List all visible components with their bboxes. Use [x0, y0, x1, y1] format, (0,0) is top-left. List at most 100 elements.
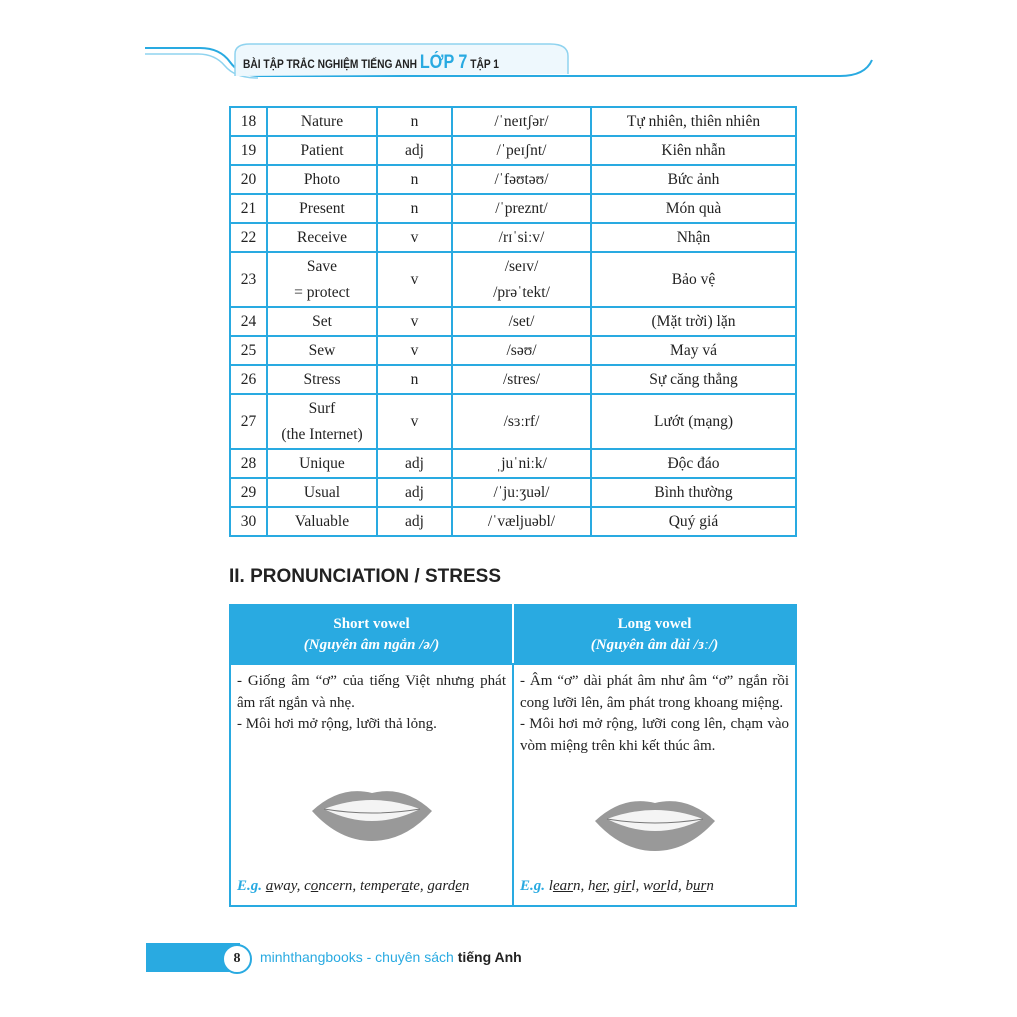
- cell-meaning: Món quà: [590, 193, 797, 224]
- description-line: - Môi hơi mở rộng, lưỡi cong lên, chạm v…: [520, 716, 789, 754]
- short-vowel-cell: - Giống âm “ơ” của tiếng Việt nhưng phát…: [229, 663, 514, 907]
- cell-meaning: Tự nhiên, thiên nhiên: [590, 106, 797, 137]
- cell-no: 20: [229, 164, 268, 195]
- header-ribbon: [145, 43, 873, 79]
- cell-meaning: Kiên nhẫn: [590, 135, 797, 166]
- cell-meaning: Nhận: [590, 222, 797, 253]
- cell-pos: adj: [376, 477, 453, 508]
- cell-pos: v: [376, 251, 453, 308]
- lips-image: [311, 791, 432, 841]
- cell-meaning: Sự căng thẳng: [590, 364, 797, 395]
- example-word-part: temper: [359, 877, 402, 894]
- example-word-part: way,: [273, 877, 305, 894]
- cell-meaning: May vá: [590, 335, 797, 366]
- cell-no: 18: [229, 106, 268, 137]
- description-line: - Âm “ơ” dài phát âm như âm “ơ” ngắn rồi…: [520, 673, 789, 711]
- cell-word: Set: [266, 306, 378, 337]
- cell-no: 23: [229, 251, 268, 308]
- cell-ipa: /ˈpeɪʃnt/: [451, 135, 592, 166]
- footer-brand: minhthangbooks - chuyên sách tiếng Anh: [260, 949, 522, 965]
- vocabulary-table: 18 Nature n/ˈneɪtʃər/Tự nhiên, thiên nhiên…: [229, 106, 797, 537]
- cell-word: Photo: [266, 164, 378, 195]
- cell-meaning: Quý giá: [590, 506, 797, 537]
- cell-no: 19: [229, 135, 268, 166]
- description-line: - Môi hơi mở rộng, lưỡi thả lỏng.: [237, 716, 437, 732]
- cell-no: 30: [229, 506, 268, 537]
- table-row: 24 Set v/set/(Mặt trời) lặn: [229, 306, 797, 337]
- description-line: - Giống âm “ơ” của tiếng Việt nhưng phát…: [237, 673, 506, 711]
- pronunciation-table: Short vowel (Nguyên âm ngắn /ə/) Long vow…: [229, 604, 797, 907]
- cell-pos: n: [376, 193, 453, 224]
- example-word-part: te,: [409, 877, 428, 894]
- cell-word: Save = protect: [266, 251, 378, 308]
- page-number: 8: [222, 944, 252, 974]
- cell-pos: v: [376, 222, 453, 253]
- table-row: 22 Receive v/rɪˈsiːv/Nhận: [229, 222, 797, 253]
- cell-ipa: /seɪv//prəˈtekt/: [451, 251, 592, 308]
- table-row: 21 Present n/ˈpreznt/Món quà: [229, 193, 797, 224]
- example-word-part: n,: [572, 877, 588, 894]
- short-vowel-examples: E.g. away, concern, temperate, garden: [237, 877, 470, 894]
- cell-ipa: /ˈvæljuəbl/: [451, 506, 592, 537]
- example-underlined-sound: ear: [552, 877, 573, 894]
- table-row: 29 Usual adj/ˈjuːʒuəl/Bình thường: [229, 477, 797, 508]
- header-title: BÀI TẬP TRẮC NGHIỆM TIẾNG ANH LỚP 7 TẬP …: [243, 52, 499, 73]
- example-underlined-sound: er: [595, 877, 607, 894]
- example-word-part: b: [685, 877, 694, 894]
- example-word-part: ,: [606, 877, 614, 894]
- cell-word: Stress: [266, 364, 378, 395]
- cell-pos: n: [376, 364, 453, 395]
- example-word-part: g: [613, 877, 622, 894]
- cell-no: 24: [229, 306, 268, 337]
- cell-no: 26: [229, 364, 268, 395]
- cell-no: 28: [229, 448, 268, 479]
- cell-word: Nature: [266, 106, 378, 137]
- example-word-part: ncern,: [318, 877, 360, 894]
- cell-meaning: Bảo vệ: [590, 251, 797, 308]
- example-word-part: l,: [631, 877, 643, 894]
- cell-ipa: /ˈfəʊtəʊ/: [451, 164, 592, 195]
- example-word-part: h: [587, 877, 596, 894]
- table-row: 30 Valuable adj/ˈvæljuəbl/Quý giá: [229, 506, 797, 537]
- cell-pos: v: [376, 335, 453, 366]
- cell-meaning: Bức ảnh: [590, 164, 797, 195]
- cell-no: 22: [229, 222, 268, 253]
- table-row: 20 Photo n/ˈfəʊtəʊ/Bức ảnh: [229, 164, 797, 195]
- cell-pos: v: [376, 393, 453, 450]
- long-vowel-header: Long vowel (Nguyên âm dài /ɜː/): [512, 604, 797, 665]
- cell-no: 25: [229, 335, 268, 366]
- cell-ipa: /ˈpreznt/: [451, 193, 592, 224]
- table-row: 27 Surf (the Internet) v/sɜːrf/Lướt (mạng): [229, 393, 797, 450]
- example-underlined-sound: ir: [621, 877, 632, 894]
- cell-ipa: /rɪˈsiːv/: [451, 222, 592, 253]
- cell-pos: n: [376, 106, 453, 137]
- example-underlined-sound: o: [310, 877, 319, 894]
- example-underlined-sound: a: [265, 877, 274, 894]
- cell-pos: adj: [376, 506, 453, 537]
- cell-pos: v: [376, 306, 453, 337]
- cell-word: Valuable: [266, 506, 378, 537]
- cell-ipa: /sɜːrf/: [451, 393, 592, 450]
- cell-no: 29: [229, 477, 268, 508]
- example-word-part: l: [548, 877, 553, 894]
- cell-word: Surf (the Internet): [266, 393, 378, 450]
- cell-ipa: /ˈjuːʒuəl/: [451, 477, 592, 508]
- table-row: 25 Sew v/səʊ/May vá: [229, 335, 797, 366]
- cell-word: Present: [266, 193, 378, 224]
- example-underlined-sound: e: [455, 877, 462, 894]
- cell-ipa: /ˈneɪtʃər/: [451, 106, 592, 137]
- long-vowel-examples: E.g. learn, her, girl, world, burn: [520, 877, 714, 894]
- example-underlined-sound: a: [401, 877, 410, 894]
- cell-word: Unique: [266, 448, 378, 479]
- cell-meaning: (Mặt trời) lặn: [590, 306, 797, 337]
- cell-ipa: /set/: [451, 306, 592, 337]
- cell-pos: n: [376, 164, 453, 195]
- cell-ipa: ˌjuˈniːk/: [451, 448, 592, 479]
- example-word-part: w: [642, 877, 653, 894]
- example-word-part: n: [706, 877, 714, 894]
- table-row: 28 Unique adj ˌjuˈniːk/Độc đáo: [229, 448, 797, 479]
- example-underlined-sound: or: [652, 877, 667, 894]
- cell-word: Patient: [266, 135, 378, 166]
- lips-image: [594, 801, 715, 851]
- example-word-part: ld,: [666, 877, 686, 894]
